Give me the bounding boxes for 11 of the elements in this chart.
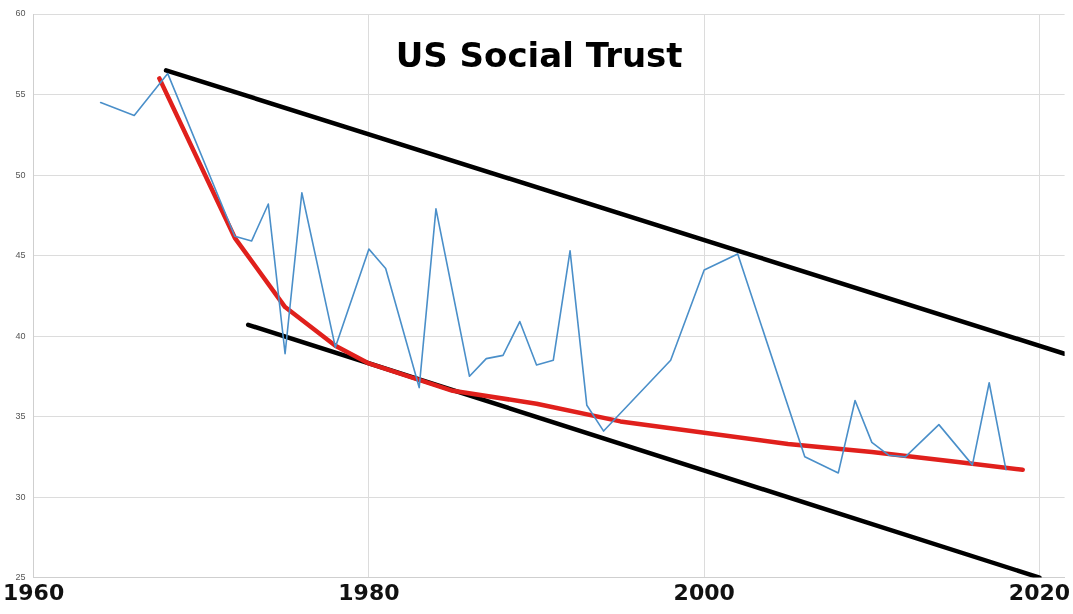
y-tick-label: 60 — [15, 8, 26, 19]
y-tick-label: 30 — [15, 491, 26, 502]
y-tick-label: 35 — [15, 411, 26, 422]
y-tick-label: 45 — [15, 250, 26, 261]
x-tick-label: 2020 — [1008, 579, 1071, 605]
y-tick-label: 55 — [15, 89, 26, 99]
y-tick-label: 50 — [15, 169, 26, 180]
x-tick-label: 1980 — [338, 579, 400, 605]
y-tick-label: 40 — [15, 330, 26, 341]
x-tick-label: 2000 — [673, 579, 735, 605]
text: US Social Trust — [395, 34, 683, 75]
